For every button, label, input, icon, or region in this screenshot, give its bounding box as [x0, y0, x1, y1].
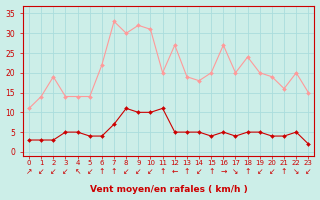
X-axis label: Vent moyen/en rafales ( km/h ): Vent moyen/en rafales ( km/h ): [90, 185, 248, 194]
